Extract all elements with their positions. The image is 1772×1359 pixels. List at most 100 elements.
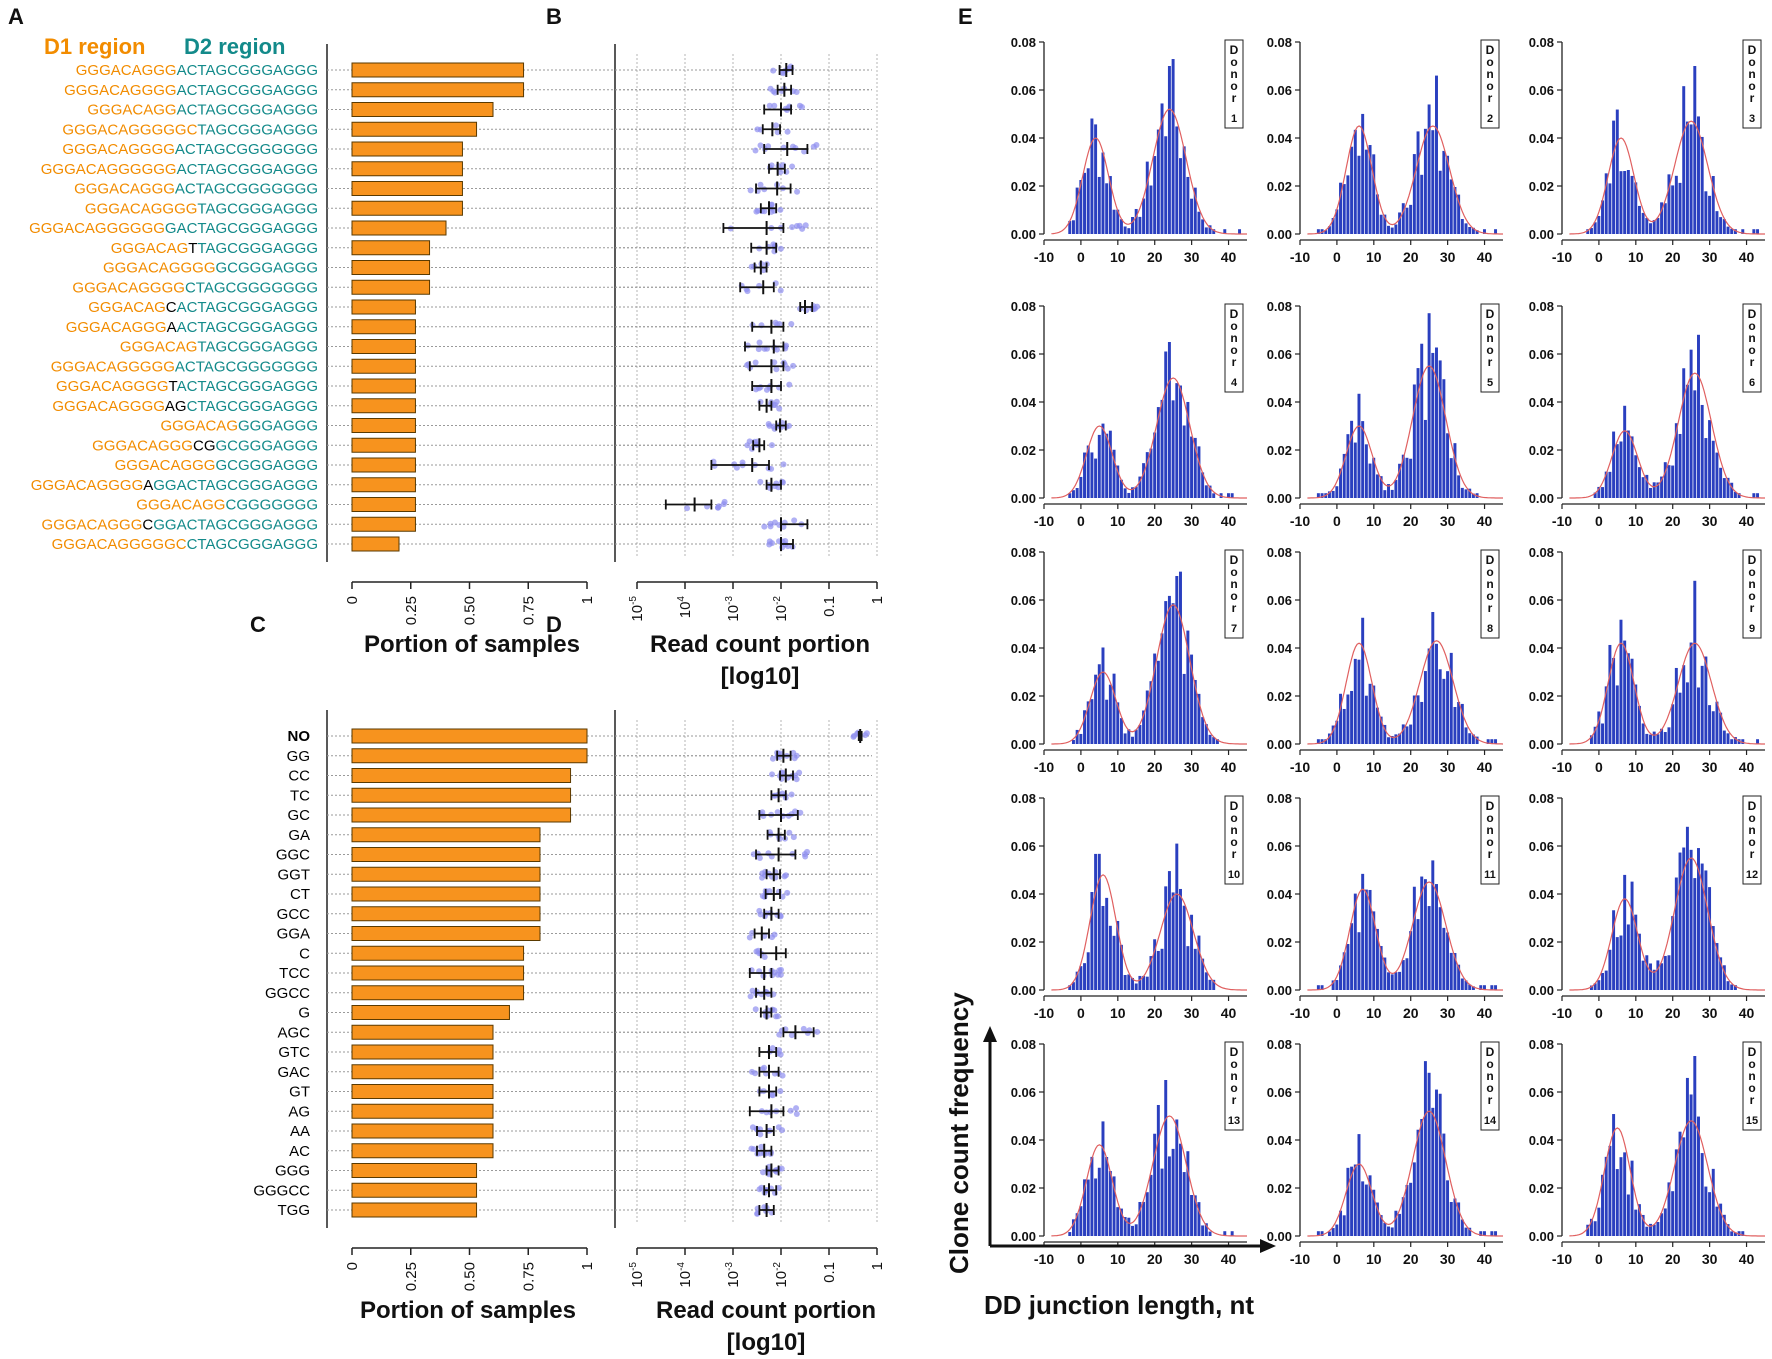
donor-letter: D [1486, 1045, 1495, 1059]
d1-segment: GGGACAGGG [92, 437, 193, 454]
insert-segment: AG [165, 398, 187, 415]
e-y-tick-label: 0.00 [1529, 737, 1554, 752]
donor-letter: n [1486, 67, 1493, 81]
e-histogram-bar [1641, 477, 1645, 498]
e-x-tick-label: 10 [1628, 759, 1644, 775]
donor-letter: n [1748, 823, 1755, 837]
c-category-label: GC [288, 807, 311, 824]
a-category-label: GGGACAGGGGGCTAGCGGGAGGG [62, 121, 318, 138]
donor-letter: o [1486, 835, 1493, 849]
d1-segment: GGGACAGG [87, 102, 176, 119]
e-histogram-bar [1431, 1107, 1435, 1236]
e-histogram-bar [1394, 1210, 1398, 1236]
c-bar [351, 1123, 494, 1139]
b-x-tick-label: 104 [676, 596, 694, 619]
e-histogram-bar [1108, 1170, 1112, 1236]
e-histogram-bar [1464, 489, 1468, 498]
e-histogram-bar [1678, 692, 1682, 744]
e-histogram-bar [1197, 693, 1201, 744]
e-y-tick-label: 0.02 [1529, 1181, 1554, 1196]
donor-letter: r [1232, 91, 1237, 105]
donor-box [1480, 1041, 1500, 1131]
e-histogram-bar [1708, 887, 1712, 990]
e-histogram-bar [1652, 731, 1656, 744]
a-bar [351, 102, 494, 117]
insert-segment: T [169, 378, 178, 395]
d1-segment: GGGACAGGGG [72, 279, 185, 296]
d-data-point [768, 1091, 775, 1098]
e-y-tick-label: 0.04 [1529, 887, 1555, 902]
e-histogram-bar [1615, 685, 1619, 744]
e-y-tick-label: 0.08 [1011, 791, 1036, 806]
e-histogram-bar [1435, 347, 1438, 498]
e-x-tick-label: -10 [1552, 1005, 1572, 1021]
e-x-tick-label: 40 [1739, 759, 1755, 775]
e-x-tick-label: -10 [1290, 249, 1310, 265]
a-bar [351, 339, 416, 354]
a-category-label: GGGACAGGGGGGGACTAGCGGGAGGG [29, 220, 318, 237]
d1-segment: GGGACAGGGGG [51, 358, 175, 375]
e-histogram-bar [1435, 1089, 1438, 1236]
e-fit-curve [1051, 874, 1247, 991]
donor-number: 10 [1228, 869, 1240, 881]
e-x-title: DD junction length, nt [984, 1290, 1254, 1320]
e-histogram-bar [1390, 227, 1394, 234]
e-histogram-bar [1375, 194, 1379, 234]
e-histogram-bar [1708, 1192, 1712, 1236]
e-x-tick-label: 0 [1595, 759, 1603, 775]
e-histogram-bar [1623, 1152, 1627, 1236]
d1-segment: GGGACAG [111, 240, 189, 257]
d2-segment: GCGGGAGGG [215, 260, 318, 277]
a-category-label: GGGACAGGGAACTAGCGGGAGGG [66, 319, 318, 336]
b-data-point [777, 169, 784, 176]
d2-segment: TAGCGGGAGGG [197, 121, 318, 138]
e-histogram-bar [1097, 853, 1101, 990]
e-histogram-bar [1597, 215, 1601, 234]
donor-letter: n [1230, 1069, 1237, 1083]
donor-box [1224, 303, 1244, 393]
d-data-point [778, 966, 785, 973]
e-histogram-bar [1457, 964, 1461, 990]
e-histogram-bar [1446, 671, 1450, 744]
e-x-tick-label: 30 [1440, 1251, 1456, 1267]
b-data-point [757, 398, 764, 405]
donor-letter: n [1230, 823, 1237, 837]
e-histogram-bar [1164, 601, 1168, 744]
donor-number: 2 [1487, 113, 1493, 125]
e-histogram-bar [1138, 1201, 1142, 1236]
e-histogram-bar [1457, 194, 1461, 234]
e-histogram-bar [1398, 971, 1402, 990]
e-x-tick-label: 20 [1403, 1251, 1419, 1267]
e-histogram-bar [1623, 640, 1627, 744]
e-histogram-bar [1637, 467, 1641, 498]
panel-label-c: C [250, 612, 266, 637]
e-histogram-bar [1471, 493, 1475, 498]
c-bar [351, 926, 541, 941]
e-histogram-bar [1134, 1224, 1138, 1236]
b-data-point [757, 142, 764, 149]
e-histogram-bar [1357, 932, 1361, 990]
e-histogram-bar [1398, 212, 1402, 234]
e-histogram-bar [1711, 926, 1715, 990]
e-histogram-bar [1316, 493, 1320, 498]
e-histogram-bar [1405, 958, 1409, 990]
e-histogram-bar [1068, 493, 1072, 498]
e-histogram-bar [1460, 703, 1464, 744]
donor-letter: n [1486, 577, 1493, 591]
d1-segment: GGGACAGGGG [85, 200, 198, 217]
e-x-tick-label: -10 [1290, 759, 1310, 775]
d1-segment: GGGACAGGGG [52, 398, 165, 415]
e-histogram-bar [1593, 222, 1597, 234]
e-y-tick-label: 0.04 [1267, 887, 1293, 902]
e-histogram-bar [1427, 1072, 1431, 1236]
e-y-tick-label: 0.02 [1011, 935, 1036, 950]
e-histogram-bar [1619, 935, 1623, 990]
donor-number: 15 [1746, 1115, 1758, 1127]
e-histogram-bar [1171, 892, 1175, 990]
e-histogram-bar [1685, 121, 1689, 234]
e-histogram-bar [1204, 227, 1208, 234]
b-data-point [776, 405, 783, 412]
e-histogram-bar [1641, 1214, 1645, 1236]
e-histogram-bar [1131, 487, 1134, 498]
insert-segment: C [142, 516, 153, 533]
